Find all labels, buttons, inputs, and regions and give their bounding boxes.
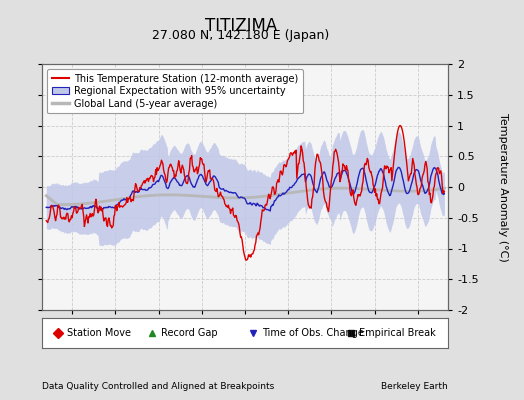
Text: Data Quality Controlled and Aligned at Breakpoints: Data Quality Controlled and Aligned at B… [42, 382, 274, 391]
Text: 27.080 N, 142.180 E (Japan): 27.080 N, 142.180 E (Japan) [152, 29, 330, 42]
Text: Record Gap: Record Gap [160, 328, 217, 338]
Text: Time of Obs. Change: Time of Obs. Change [262, 328, 364, 338]
Y-axis label: Temperature Anomaly (°C): Temperature Anomaly (°C) [498, 113, 508, 261]
Legend: This Temperature Station (12-month average), Regional Expectation with 95% uncer: This Temperature Station (12-month avera… [47, 69, 303, 114]
Text: Empirical Break: Empirical Break [359, 328, 436, 338]
Text: Berkeley Earth: Berkeley Earth [381, 382, 448, 391]
Text: TITIZIMA: TITIZIMA [205, 17, 277, 35]
Text: Station Move: Station Move [67, 328, 131, 338]
